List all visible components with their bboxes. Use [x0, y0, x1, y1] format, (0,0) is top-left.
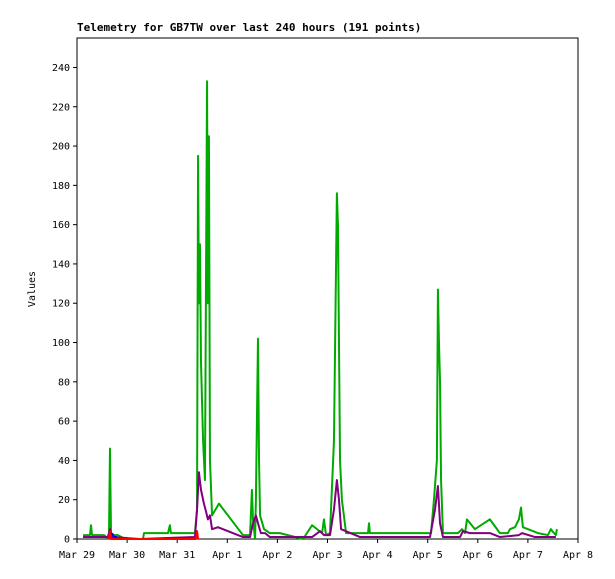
x-tick-label: Mar 29	[59, 550, 95, 561]
y-tick-label: 160	[52, 220, 70, 231]
y-tick-label: 20	[58, 495, 70, 506]
x-tick-label: Mar 31	[159, 550, 195, 561]
y-tick-label: 120	[52, 299, 70, 310]
y-tick-label: 240	[52, 63, 70, 74]
series-line	[111, 532, 118, 539]
y-tick-label: 200	[52, 142, 70, 153]
x-tick-label: Apr 2	[262, 550, 292, 561]
chart-title: Telemetry for GB7TW over last 240 hours …	[77, 21, 421, 34]
plot-frame	[76, 37, 579, 540]
series-line	[107, 530, 200, 540]
x-tick-label: Mar 30	[109, 550, 145, 561]
x-tick-label: Apr 6	[463, 550, 493, 561]
y-tick-label: 220	[52, 102, 70, 113]
y-axis-label: Values	[27, 271, 38, 307]
y-tick-label: 0	[64, 535, 70, 546]
y-tick-label: 180	[52, 181, 70, 192]
x-tick-label: Apr 4	[363, 550, 393, 561]
series-line	[83, 80, 558, 540]
x-tick-label: Apr 5	[413, 550, 443, 561]
x-tick-label: Apr 8	[563, 550, 593, 561]
y-tick-label: 80	[58, 377, 70, 388]
x-tick-label: Apr 1	[212, 550, 242, 561]
y-tick-label: 140	[52, 259, 70, 270]
y-tick-label: 60	[58, 417, 70, 428]
x-tick-label: Apr 3	[312, 550, 342, 561]
y-tick-label: 40	[58, 456, 70, 467]
y-tick-label: 100	[52, 338, 70, 349]
series-line	[83, 471, 556, 540]
x-tick-label: Apr 7	[513, 550, 543, 561]
